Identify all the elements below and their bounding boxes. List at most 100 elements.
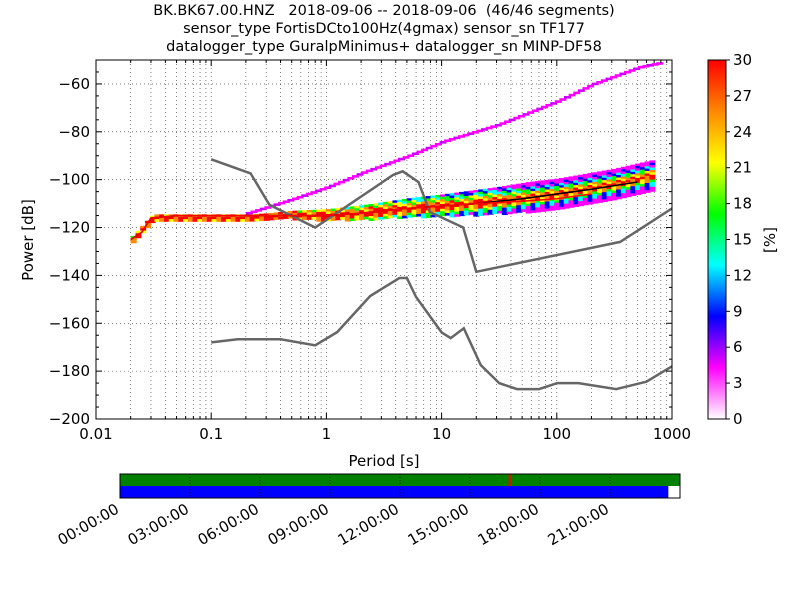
- plot-frame: [95, 59, 673, 420]
- time-tick-label: 03:00:00: [125, 500, 192, 549]
- density-cell: [425, 203, 432, 206]
- density-cell: [620, 171, 627, 175]
- density-cell: [411, 152, 419, 156]
- density-cell: [587, 84, 595, 88]
- density-cell: [359, 207, 366, 211]
- density-cell: [273, 217, 280, 220]
- density-cell: [611, 173, 618, 177]
- density-cell: [221, 216, 228, 220]
- density-cell: [378, 207, 385, 210]
- density-cell: [406, 205, 413, 209]
- density-cell: [392, 212, 399, 215]
- density-cell: [620, 176, 627, 180]
- density-cell: [268, 215, 275, 218]
- density-cell: [183, 216, 190, 220]
- density-cell: [473, 211, 480, 215]
- density-cell: [630, 169, 637, 173]
- density-cell: [497, 208, 504, 212]
- density-cell: [449, 207, 456, 211]
- density-cell: [625, 192, 632, 195]
- density-cell: [644, 173, 651, 177]
- density-cell: [611, 183, 618, 186]
- density-cell: [235, 216, 242, 220]
- density-cell: [373, 215, 380, 218]
- time-tick-label: 09:00:00: [265, 500, 332, 549]
- density-cell: [511, 210, 518, 214]
- density-cell: [558, 182, 565, 186]
- density-cell: [468, 195, 475, 199]
- density-cell: [601, 182, 608, 186]
- density-cell: [416, 211, 423, 215]
- density-cell: [467, 132, 475, 135]
- density-cell: [577, 89, 585, 92]
- density-cell: [544, 206, 551, 209]
- density-cell: [440, 199, 447, 202]
- density-cell: [444, 196, 451, 199]
- time-tick-label: 21:00:00: [545, 500, 612, 549]
- density-cell: [506, 192, 513, 196]
- density-cell: [501, 210, 508, 213]
- density-cell: [497, 206, 504, 209]
- density-cell: [416, 150, 424, 154]
- density-cell: [347, 176, 355, 180]
- density-cell: [611, 192, 618, 196]
- density-cell: [563, 184, 570, 188]
- density-cell: [511, 208, 518, 212]
- density-cell: [330, 215, 337, 219]
- density-cell: [578, 203, 585, 207]
- density-cell: [578, 181, 585, 185]
- density-cell: [430, 202, 437, 206]
- density-cell: [311, 209, 318, 213]
- density-cell: [611, 176, 618, 179]
- density-cell: [370, 167, 378, 171]
- density-cell: [463, 205, 470, 209]
- density-cell: [620, 186, 627, 189]
- density-cell: [520, 190, 527, 193]
- density-cell: [535, 207, 542, 211]
- density-cell: [382, 211, 389, 215]
- density-cell: [487, 188, 494, 191]
- noise-models: [210, 158, 672, 391]
- density-cell: [606, 196, 613, 199]
- density-cell: [499, 122, 507, 125]
- density-cell: [601, 194, 608, 198]
- density-cell: [406, 203, 413, 206]
- density-cell: [525, 208, 532, 212]
- density-cell: [356, 173, 364, 176]
- density-cell: [297, 215, 304, 218]
- density-cell: [287, 198, 295, 202]
- density-cell: [520, 206, 527, 210]
- density-cell: [421, 148, 429, 152]
- density-cell: [531, 109, 539, 113]
- density-cell: [625, 180, 632, 183]
- density-cell: [516, 188, 523, 192]
- density-cell: [558, 194, 565, 198]
- density-cell: [163, 219, 170, 222]
- density-cell: [520, 209, 527, 212]
- density-cell: [573, 91, 581, 95]
- density-cell: [578, 191, 585, 195]
- density-cell: [535, 188, 542, 191]
- density-cell: [163, 214, 170, 217]
- chart-title-line-3: datalogger_type GuralpMinimus+ datalogge…: [166, 39, 602, 55]
- density-cell: [530, 205, 537, 209]
- density-cell: [244, 219, 251, 222]
- density-cell: [401, 215, 408, 219]
- density-cell: [481, 128, 489, 131]
- density-cell: [635, 182, 642, 186]
- density-cell: [449, 195, 456, 199]
- density-cell: [168, 219, 175, 222]
- density-cell: [316, 219, 323, 222]
- density-cell: [416, 209, 423, 212]
- density-cell: [392, 205, 399, 208]
- density-cell: [527, 111, 535, 114]
- density-cell: [568, 202, 575, 206]
- density-cell: [406, 212, 413, 216]
- density-cell: [630, 193, 637, 197]
- density-cell: [397, 209, 404, 212]
- density-cell: [420, 201, 427, 205]
- density-cell: [388, 161, 396, 164]
- density-cell: [649, 181, 656, 185]
- density-cell: [183, 219, 190, 222]
- density-cell: [616, 177, 623, 181]
